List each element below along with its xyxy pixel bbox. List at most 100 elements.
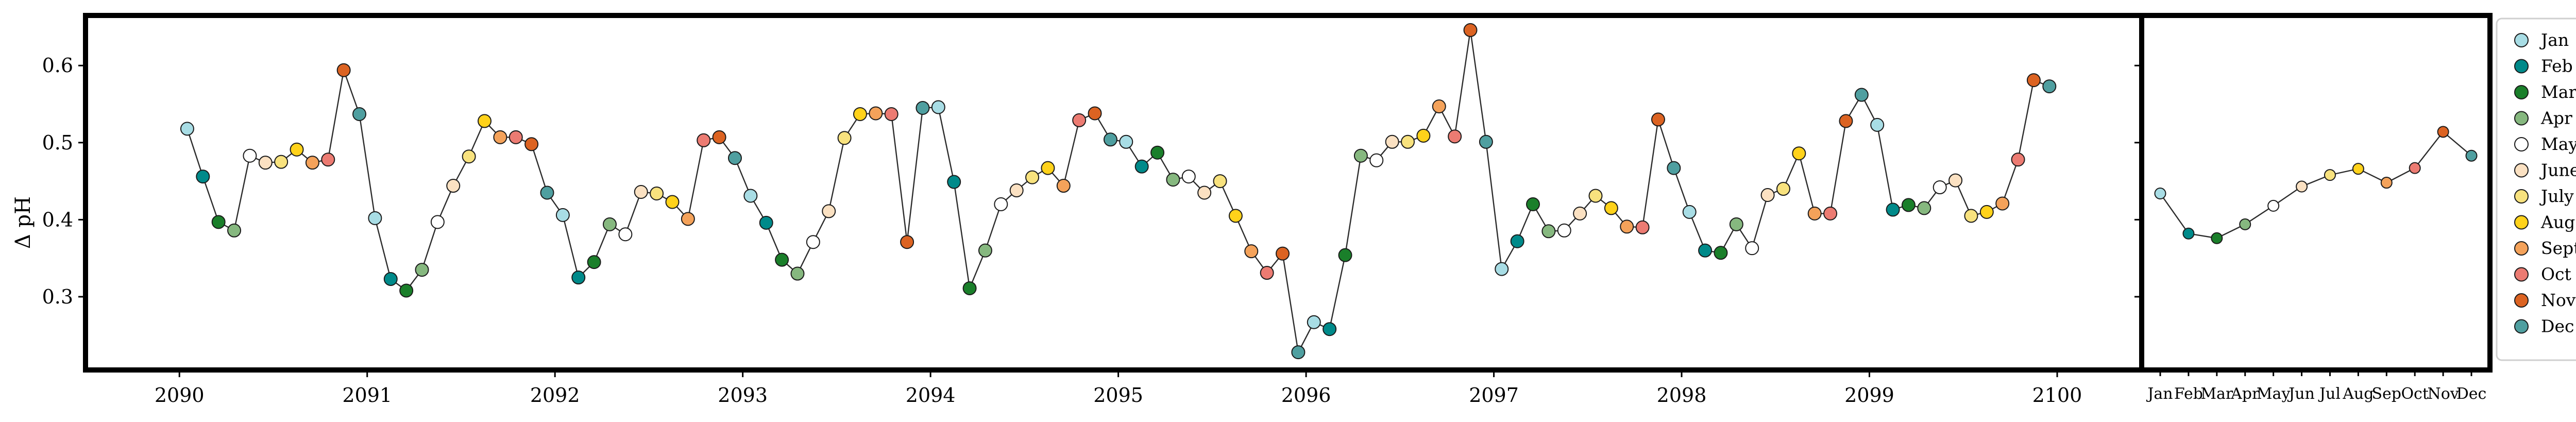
- monthly-x-tick-label: Mar: [2200, 385, 2233, 403]
- legend-marker-feb: [2514, 59, 2529, 74]
- legend-label-oct: Oct: [2541, 264, 2571, 284]
- data-point-nov: [2026, 73, 2041, 88]
- data-point-jan: [555, 208, 570, 222]
- data-point-nov: [712, 130, 726, 144]
- data-point-may: [1181, 170, 1196, 184]
- monthly-point-mar: [2211, 232, 2223, 244]
- data-point-july: [1964, 209, 1978, 223]
- data-point-oct: [697, 133, 711, 147]
- monthly-point-jul: [2324, 169, 2336, 181]
- monthly-x-tick-label: Jul: [2318, 385, 2341, 403]
- data-point-nov: [1651, 112, 1665, 127]
- legend-label-june: June: [2539, 160, 2576, 180]
- data-point-july: [1025, 170, 1040, 184]
- data-point-july: [1213, 174, 1227, 189]
- x-tick-label: 2099: [1844, 384, 1894, 407]
- data-point-aug: [1416, 128, 1431, 143]
- monthly-x-tick-label: Jan: [2146, 385, 2173, 403]
- data-point-oct: [509, 130, 523, 144]
- data-point-june: [1009, 183, 1024, 198]
- data-point-oct: [1635, 220, 1650, 234]
- y-tick-label: 0.6: [42, 54, 73, 77]
- data-point-nov: [1839, 114, 1853, 128]
- legend-label-feb: Feb: [2541, 56, 2573, 76]
- x-tick-label: 2097: [1469, 384, 1519, 407]
- data-point-june: [1760, 188, 1775, 202]
- data-point-july: [1401, 134, 1415, 149]
- monthly-point-jan: [2154, 187, 2166, 199]
- data-point-dec: [352, 107, 367, 121]
- data-point-oct: [2011, 153, 2025, 167]
- legend-label-dec: Dec: [2541, 316, 2574, 336]
- data-point-mar: [1150, 145, 1165, 160]
- data-point-mar: [587, 255, 601, 269]
- y-tick-label: 0.5: [42, 131, 73, 154]
- data-point-may: [1745, 241, 1759, 256]
- legend-label-apr: Apr: [2540, 108, 2572, 128]
- data-point-apr: [1353, 148, 1368, 163]
- data-point-mar: [399, 283, 414, 298]
- data-point-nov: [900, 235, 914, 249]
- monthly-plot-frame: [2139, 13, 2493, 373]
- data-point-oct: [1260, 266, 1274, 280]
- x-tick-label: 2090: [155, 384, 205, 407]
- data-point-may: [618, 227, 633, 242]
- legend-marker-dec: [2514, 319, 2529, 334]
- data-point-jan: [743, 189, 758, 203]
- data-point-aug: [1604, 201, 1618, 215]
- data-point-jan: [931, 100, 945, 114]
- data-point-jan: [1870, 117, 1885, 132]
- data-point-oct: [1823, 206, 1838, 221]
- data-point-jan: [368, 211, 382, 225]
- data-point-july: [1588, 189, 1603, 203]
- data-point-aug: [853, 107, 867, 121]
- data-point-june: [1948, 173, 1963, 188]
- x-tick-label: 2100: [2032, 384, 2082, 407]
- data-point-apr: [1166, 173, 1180, 187]
- legend-label-july: July: [2539, 186, 2574, 206]
- data-point-jan: [1307, 315, 1321, 329]
- monthly-x-tick-label: Oct: [2401, 385, 2428, 403]
- legend-label-may: May: [2541, 134, 2576, 154]
- data-point-aug: [1979, 205, 1994, 219]
- data-point-sept: [1432, 99, 1446, 113]
- data-point-dec: [916, 100, 930, 115]
- legend-marker-may: [2514, 137, 2529, 151]
- monthly-x-tick-label: Jun: [2287, 385, 2315, 403]
- legend-marker-aug: [2514, 215, 2529, 230]
- monthly-point-sep: [2380, 177, 2393, 189]
- data-point-feb: [759, 215, 773, 230]
- x-tick-label: 2096: [1281, 384, 1331, 407]
- data-point-dec: [1854, 88, 1869, 102]
- data-point-may: [1557, 223, 1571, 238]
- data-point-apr: [227, 223, 242, 238]
- legend-marker-mar: [2514, 85, 2529, 99]
- data-point-jan: [1495, 262, 1509, 276]
- monthly-x-tick-label: May: [2257, 385, 2291, 403]
- data-point-feb: [1510, 234, 1524, 248]
- legend-marker-jan: [2514, 33, 2529, 47]
- data-point-dec: [1667, 161, 1681, 175]
- legend-marker-july: [2514, 189, 2529, 204]
- data-point-june: [1385, 134, 1399, 149]
- data-point-jan: [1682, 205, 1697, 219]
- monthly-point-may: [2267, 199, 2280, 212]
- data-point-apr: [978, 243, 992, 258]
- data-point-oct: [321, 153, 335, 167]
- data-point-sept: [1244, 244, 1259, 259]
- data-point-sept: [869, 106, 883, 121]
- data-point-nov: [1463, 23, 1478, 37]
- data-point-aug: [665, 195, 680, 209]
- main-chart: 0.3 0.4 0.5 0.6 2090 2091 2092 2093 2094 2095 2096…: [42, 13, 2144, 407]
- data-point-mar: [211, 215, 226, 229]
- legend-marker-oct: [2514, 267, 2529, 282]
- monthly-point-aug: [2352, 163, 2364, 175]
- monthly-x-tick-label: Sep: [2372, 385, 2402, 403]
- data-point-feb: [1886, 202, 1900, 217]
- data-point-june: [1573, 206, 1587, 221]
- data-point-nov: [336, 63, 351, 77]
- monthly-line: [2160, 131, 2472, 239]
- x-tick-label: 2094: [906, 384, 956, 407]
